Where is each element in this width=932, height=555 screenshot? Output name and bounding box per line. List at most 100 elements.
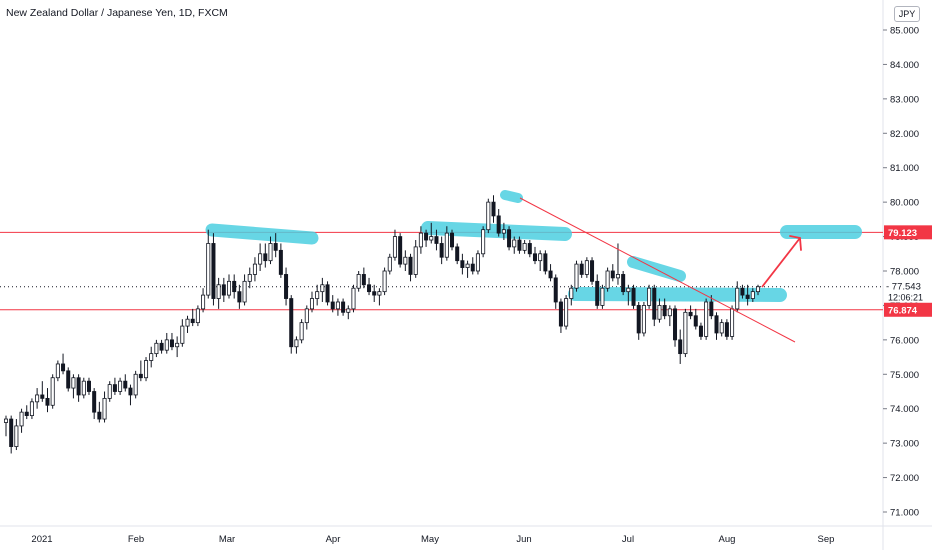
candle-body [533, 254, 536, 261]
candle-body [616, 274, 619, 277]
y-tick-label: 73.000 [890, 439, 919, 450]
candle-body [207, 243, 210, 295]
candle-body [622, 274, 625, 291]
candle-body [399, 237, 402, 265]
candle-body [326, 285, 329, 302]
candle-body [424, 233, 427, 240]
candle-body [77, 378, 80, 395]
projection-arrow [762, 238, 800, 287]
candle-body [606, 271, 609, 288]
candle-body [227, 281, 230, 295]
candle-body [108, 385, 111, 399]
time-axis[interactable]: 2021 Feb Mar Apr May Jun Jul Aug Sep [31, 534, 834, 545]
candle-body [502, 230, 505, 233]
y-tick-label: 71.000 [890, 508, 919, 519]
candle-body [160, 343, 163, 350]
candle-body [378, 292, 381, 295]
candle-body [20, 412, 23, 426]
candle-body [476, 254, 479, 271]
candle-body [367, 285, 370, 292]
candle-body [165, 340, 168, 350]
candle-body [61, 364, 64, 371]
candle-body [694, 316, 697, 326]
candle-body [118, 381, 121, 391]
candle-body [316, 292, 319, 299]
candle-body [456, 247, 459, 261]
candle-body [383, 271, 386, 292]
highlight-march-top [212, 230, 312, 238]
candle-body [253, 264, 256, 274]
candle-body [632, 288, 635, 305]
candle-body [336, 302, 339, 309]
candle-body [528, 243, 531, 253]
candle-body [134, 374, 137, 395]
x-tick-label: Sep [818, 534, 835, 545]
candle-body [222, 285, 225, 295]
candle-body [487, 202, 490, 230]
candle-body [580, 264, 583, 274]
candle-body [176, 343, 179, 346]
candle-body [756, 287, 759, 292]
candle-body [720, 323, 723, 333]
candle-body [523, 243, 526, 250]
candle-body [139, 374, 142, 377]
x-tick-label: Jun [516, 534, 531, 545]
x-tick-label: Apr [326, 534, 341, 545]
candle-body [191, 319, 194, 322]
candle-body [217, 285, 220, 299]
candle-body [539, 254, 542, 261]
candle-body [673, 309, 676, 340]
candle-body [668, 309, 671, 316]
candle-body [310, 299, 313, 309]
candle-body [181, 326, 184, 343]
candle-body [82, 381, 85, 395]
candle-body [30, 402, 33, 416]
candle-body [725, 323, 728, 337]
y-tick-label: 76.000 [890, 335, 919, 346]
candles [4, 195, 759, 453]
candle-body [51, 378, 54, 406]
candle-body [435, 237, 438, 244]
candle-body [549, 271, 552, 278]
candle-body [233, 281, 236, 291]
candle-body [87, 381, 90, 391]
y-tick-label: 85.000 [890, 26, 919, 37]
candle-body [570, 288, 573, 298]
candle-body [393, 237, 396, 258]
currency-badge[interactable]: JPY [894, 6, 920, 22]
candle-body [170, 340, 173, 347]
candle-body [305, 309, 308, 323]
candle-body [746, 295, 749, 298]
x-tick-label: Mar [219, 534, 235, 545]
candle-body [259, 254, 262, 264]
candle-body [124, 381, 127, 388]
candle-body [518, 240, 521, 250]
candle-body [248, 274, 251, 281]
candle-body [129, 388, 132, 395]
candle-body [264, 254, 267, 261]
candle-body [295, 340, 298, 347]
candle-body [150, 354, 153, 361]
candle-body [36, 395, 39, 402]
y-tick-label: 80.000 [890, 198, 919, 209]
x-tick-label: Aug [719, 534, 736, 545]
candle-body [559, 302, 562, 326]
candle-body [689, 312, 692, 315]
candle-body [414, 247, 417, 275]
candle-body [736, 288, 739, 309]
candle-body [56, 364, 59, 378]
candle-body [450, 233, 453, 247]
candle-body [679, 340, 682, 354]
candle-body [658, 305, 661, 319]
candle-body [144, 361, 147, 378]
candle-body [507, 230, 510, 247]
candle-body [430, 237, 433, 240]
candle-body [471, 264, 474, 271]
candle-body [341, 302, 344, 312]
candle-body [699, 326, 702, 336]
price-axis[interactable]: 85.00084.00083.00082.00081.00080.00079.0… [883, 26, 919, 519]
candle-body [585, 261, 588, 275]
